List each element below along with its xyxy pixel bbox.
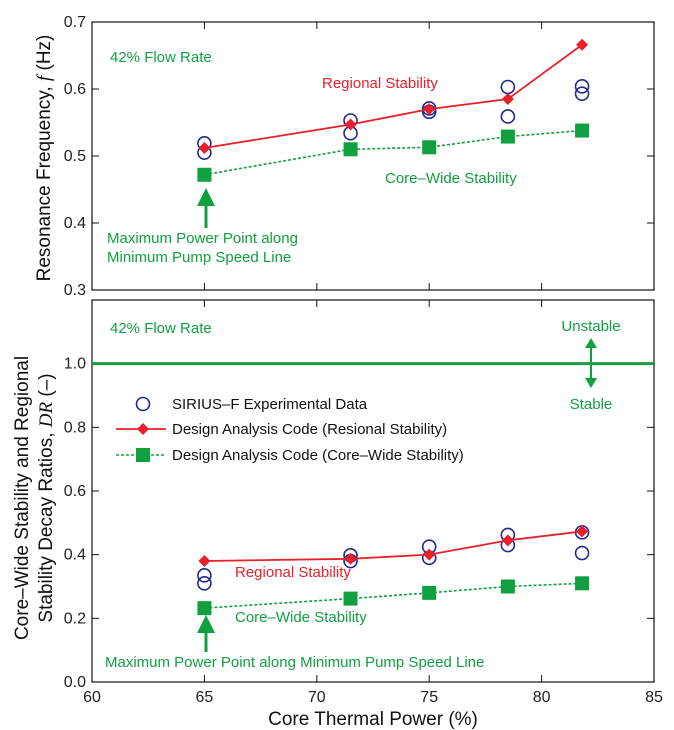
- bottom-core-wide-point: [500, 579, 515, 594]
- bottom-core-wide-point: [422, 585, 437, 600]
- top-y-tick-label: 0.4: [64, 215, 86, 232]
- bottom-core-wide-line: [204, 582, 583, 609]
- top-regional-stability-label: Regional Stability: [322, 75, 438, 92]
- x-axis-title: Core Thermal Power (%): [268, 709, 478, 730]
- x-axis: 60 65 70 75 80 85: [83, 689, 663, 706]
- top-core-wide-line: [204, 129, 583, 176]
- bottom-max-power-arrow: [197, 615, 215, 652]
- top-experimental-point: [574, 79, 590, 94]
- bottom-y-tick-label: 0.4: [64, 547, 86, 564]
- bottom-regional-point: [198, 555, 211, 568]
- bottom-core-wide-stability-label: Core–Wide Stability: [235, 609, 367, 626]
- top-y-axis-title-var: f: [34, 73, 55, 81]
- top-y-tick-label: 0.5: [64, 148, 86, 165]
- top-regional-point: [501, 93, 514, 106]
- legend-core-wide-label: Design Analysis Code (Core–Wide Stabilit…: [172, 447, 464, 464]
- stable-label: Stable: [570, 396, 613, 413]
- top-regional-point: [423, 103, 436, 116]
- x-tick-label: 85: [645, 689, 663, 706]
- top-y-axis-title: Resonance Frequency, f (Hz): [34, 35, 55, 282]
- bottom-regional-point: [344, 552, 357, 565]
- x-tick-label: 65: [196, 689, 214, 706]
- legend: SIRIUS–F Experimental Data Design Analys…: [116, 396, 464, 464]
- bottom-y-tick-label: 0.2: [64, 610, 86, 627]
- bottom-experimental-point: [574, 545, 590, 561]
- bottom-y-tick-label: 1.0: [64, 356, 86, 373]
- top-max-power-label-line1: Maximum Power Point along: [107, 230, 298, 247]
- legend-regional-marker: [137, 423, 149, 435]
- top-core-wide-point: [422, 140, 437, 155]
- unstable-label: Unstable: [561, 318, 620, 335]
- bottom-core-wide-point: [343, 591, 358, 606]
- top-core-wide-point: [575, 123, 590, 138]
- x-tick-label: 80: [533, 689, 551, 706]
- top-core-wide-point: [197, 167, 212, 182]
- top-y-axis: 0.3 0.4 0.5 0.6 0.7: [64, 14, 655, 299]
- bottom-panel-frame: [91, 299, 655, 683]
- top-regional-point: [344, 118, 357, 131]
- top-regional-point: [576, 38, 589, 51]
- top-experimental-point: [500, 79, 516, 95]
- x-tick-label: 75: [420, 689, 438, 706]
- bottom-experimental-point: [197, 568, 212, 583]
- top-max-power-arrow: [197, 188, 215, 228]
- top-core-wide-point: [500, 129, 515, 144]
- top-series-layer: [197, 38, 590, 182]
- bottom-y-axis: 0.0 0.2 0.4 0.6 0.8 1.0: [64, 300, 655, 691]
- legend-core-wide-marker: [136, 448, 150, 462]
- bottom-y-axis-title-text: Stability Decay Ratios,: [36, 433, 57, 623]
- x-tick-label: 60: [83, 689, 101, 706]
- bottom-core-wide-point: [197, 601, 212, 616]
- top-regional-point: [198, 141, 211, 154]
- top-regional-line: [204, 44, 583, 149]
- legend-experimental-label: SIRIUS–F Experimental Data: [172, 396, 368, 413]
- bottom-regional-line: [204, 530, 583, 562]
- top-experimental-point: [574, 86, 590, 101]
- top-y-tick-label: 0.7: [64, 14, 86, 31]
- bottom-regional-point: [501, 534, 514, 547]
- top-max-power-label-line2: Minimum Pump Speed Line: [107, 249, 291, 266]
- top-y-axis-title-unit: (Hz): [34, 35, 55, 71]
- unstable-stable-arrow: [585, 338, 597, 388]
- top-experimental-point: [500, 109, 516, 124]
- bottom-regional-stability-label: Regional Stability: [235, 564, 351, 581]
- x-tick-label: 70: [308, 689, 326, 706]
- bottom-experimental-point: [197, 576, 212, 591]
- bottom-flow-rate-label: 42% Flow Rate: [110, 320, 212, 337]
- bottom-y-axis-title-line1: Core–Wide Stability and Regional: [12, 356, 33, 640]
- bottom-y-tick-label: 0.8: [64, 419, 86, 436]
- bottom-regional-point: [423, 548, 436, 561]
- bottom-y-axis-title-unit: (–): [36, 373, 57, 396]
- top-y-tick-label: 0.6: [64, 81, 86, 98]
- bottom-core-wide-point: [575, 576, 590, 591]
- top-core-wide-stability-label: Core–Wide Stability: [385, 170, 517, 187]
- top-y-tick-label: 0.3: [64, 282, 86, 299]
- legend-regional-label: Design Analysis Code (Resional Stability…: [172, 421, 447, 438]
- top-y-axis-title-text: Resonance Frequency,: [34, 86, 55, 281]
- bottom-y-tick-label: 0.6: [64, 483, 86, 500]
- bottom-y-tick-label: 0.0: [64, 674, 86, 691]
- top-flow-rate-label: 42% Flow Rate: [110, 49, 212, 66]
- bottom-y-axis-title-var: DR: [36, 402, 57, 429]
- bottom-regional-point: [576, 525, 589, 538]
- bottom-y-axis-title-line2: Stability Decay Ratios, DR (–): [36, 373, 57, 622]
- bottom-max-power-label: Maximum Power Point along Minimum Pump S…: [105, 654, 484, 671]
- top-core-wide-point: [343, 142, 358, 157]
- legend-experimental-marker: [135, 396, 151, 412]
- bottom-series-layer: [197, 525, 590, 616]
